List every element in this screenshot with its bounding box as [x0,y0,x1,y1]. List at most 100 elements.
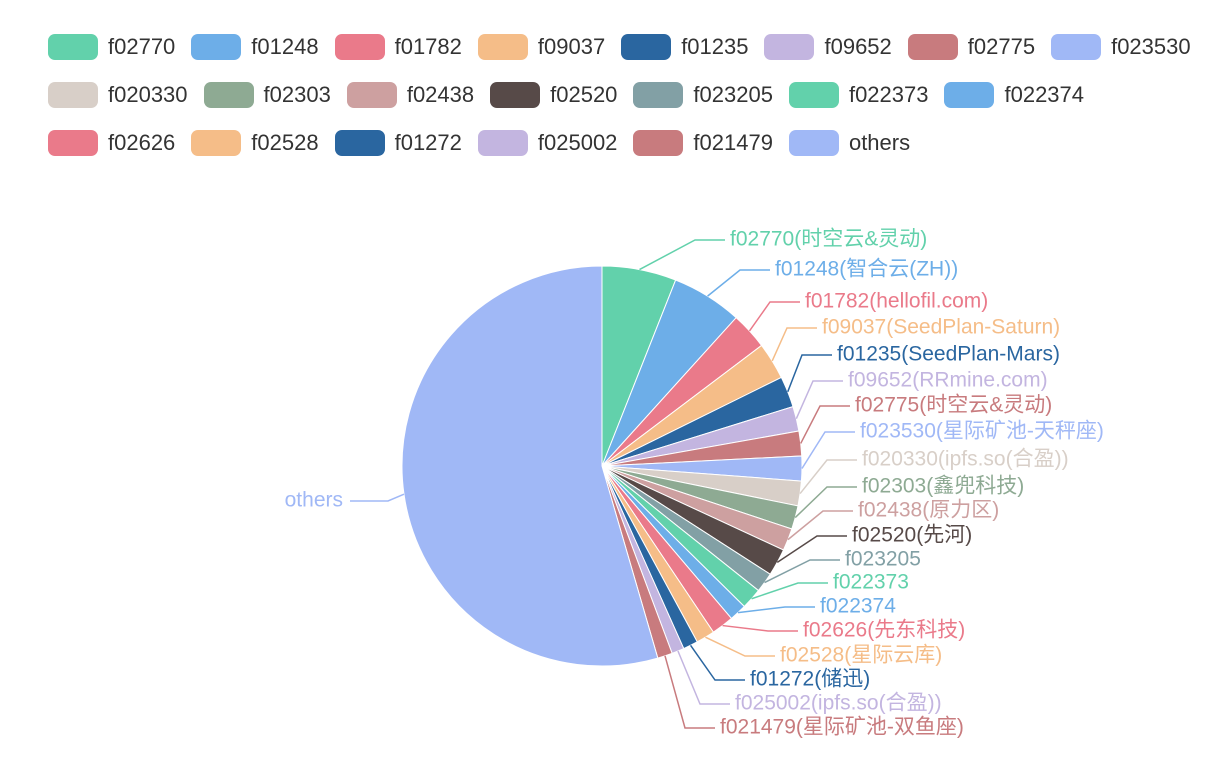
leader-line [771,327,817,362]
leader-line [350,493,405,502]
slice-label: f021479(星际矿池-双鱼座) [720,716,964,739]
legend-label: f022374 [1004,82,1085,107]
legend-label: f02775 [967,34,1036,59]
leader-line [800,405,850,444]
leader-line [751,582,828,600]
legend-item[interactable]: f023205 [633,82,773,108]
legend-swatch [48,82,98,108]
legend-swatch [621,34,672,60]
leader-line [737,606,815,614]
legend-label: f02626 [108,130,176,155]
slice-label: f02303(鑫兜科技) [862,475,1024,498]
legend-swatch [48,34,98,60]
legend-swatch [633,130,684,156]
legend-label: f09652 [824,34,892,59]
slice-label: f022373 [833,571,909,594]
legend-swatch [191,130,242,156]
legend-label: f02438 [406,82,475,107]
legend-item[interactable]: f02775 [907,34,1036,60]
legend-label: f09037 [537,34,606,59]
legend-item[interactable]: f02770 [48,34,175,60]
legend-item[interactable]: f01272 [334,130,462,156]
legend-item[interactable]: f02528 [191,130,319,156]
slice-label: f01782(hellofil.com) [805,290,988,313]
legend: f02770 f01248 f01782 f09037 f01235 f09652 f027… [48,34,1208,156]
legend-item[interactable]: f021479 [633,130,773,156]
leader-line [664,655,715,729]
legend-item[interactable]: f022373 [788,82,929,108]
legend-item[interactable]: f09037 [477,34,606,60]
legend-item[interactable]: f09652 [764,34,892,60]
legend-swatch [191,34,242,60]
legend-label: f021479 [693,130,773,155]
slice-label: others [285,489,343,512]
legend-item[interactable]: f02438 [346,82,475,108]
legend-item[interactable]: f02626 [48,130,175,156]
legend-label: f020330 [108,82,188,107]
leader-line [787,354,832,393]
slice-label: f02520(先河) [852,524,972,547]
leader-line [801,431,855,469]
leader-line [794,486,857,519]
leader-line [764,559,840,584]
slice-label: f02438(原力区) [858,499,999,522]
legend-label: f02520 [550,82,618,107]
leader-line [722,624,798,632]
legend-swatch [477,130,528,156]
legend-swatch [944,82,995,108]
legend-item[interactable]: f025002 [477,130,617,156]
legend-item[interactable]: f01782 [334,34,462,60]
legend-swatch [764,34,815,60]
slice-label: f01248(智合云(ZH)) [775,258,958,281]
legend-label: f02303 [263,82,331,107]
leader-line [795,380,843,420]
legend-swatch [490,82,541,108]
legend-swatch [477,34,528,60]
leader-line [677,650,730,705]
legend-item[interactable]: f023530 [1051,34,1191,60]
leader-line [776,535,847,563]
legend-label: f02770 [108,34,176,59]
legend-label: others [848,130,911,155]
legend-item[interactable]: f01235 [621,34,748,60]
leader-line [689,644,745,681]
slice-label: f023205 [845,548,921,571]
legend-item[interactable]: f022374 [944,82,1084,108]
legend-label: f02528 [251,130,319,155]
legend-item[interactable]: f01248 [191,34,319,60]
leader-line [705,636,775,657]
legend-swatch [346,82,397,108]
legend-label: f022373 [848,82,929,107]
legend-swatch [788,82,839,108]
slice-label: f023530(星际矿池-天秤座) [860,420,1104,443]
legend-label: f01248 [251,34,319,59]
leader-line [748,301,800,332]
legend-swatch [48,130,98,156]
leader-line [707,269,770,297]
slice-label: f025002(ipfs.so(合盈)) [735,692,942,715]
slice-label: f09652(RRmine.com) [848,369,1048,392]
legend-swatch [907,34,958,60]
legend-item[interactable]: others [788,130,911,156]
legend-swatch [334,34,385,60]
legend-item[interactable]: f020330 [48,82,188,108]
slice-label: f020330(ipfs.so(合盈)) [862,448,1069,471]
legend-swatch [633,82,684,108]
legend-item[interactable]: f02520 [490,82,617,108]
slice-label: f02528(星际云库) [780,644,942,667]
legend-swatch [334,130,385,156]
legend-label: f01782 [394,34,462,59]
legend-swatch [1051,34,1102,60]
leader-line [787,510,853,541]
slice-label: f02626(先东科技) [803,619,965,642]
legend-swatch [203,82,254,108]
leader-line [799,459,857,495]
legend-swatch [788,130,839,156]
legend-item[interactable]: f02303 [203,82,331,108]
pie-slice [401,265,659,667]
slice-label: f02770(时空云&灵动) [730,228,927,251]
slice-label: f01272(储迅) [750,668,870,691]
legend-label: f023530 [1111,34,1191,59]
